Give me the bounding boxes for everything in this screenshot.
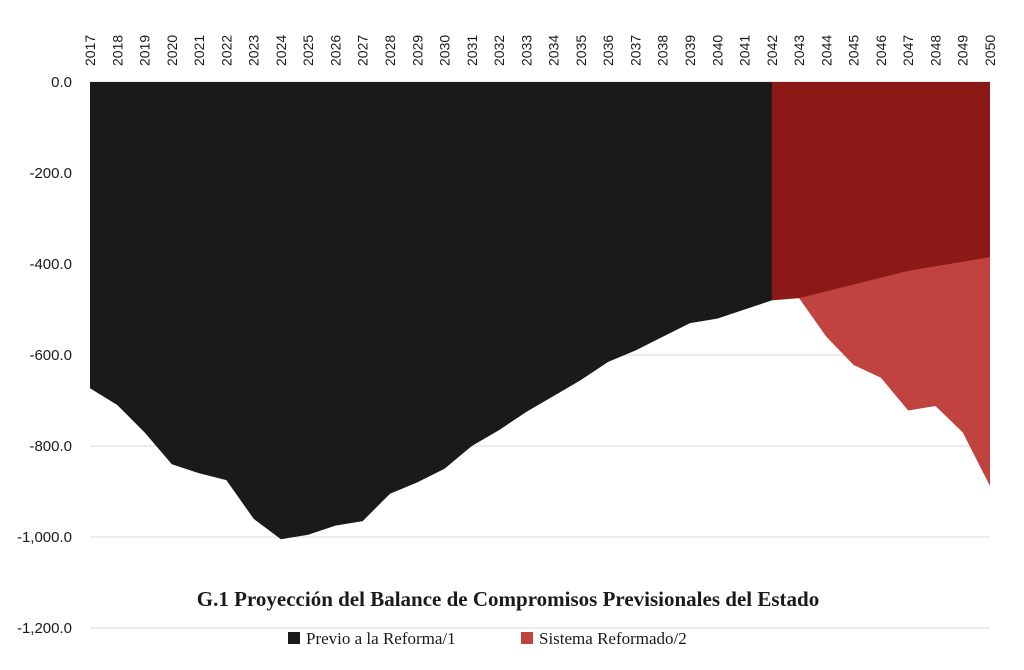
x-tick-label: 2018 [109,35,125,66]
y-tick-label: 0.0 [51,74,72,91]
x-tick-label: 2029 [409,35,425,66]
x-tick-label: 2048 [927,35,943,66]
x-tick-label: 2042 [764,35,780,66]
x-tick-label: 2017 [82,35,98,66]
x-tick-label: 2021 [191,35,207,66]
y-tick-label: -200.0 [29,165,72,182]
legend-swatch-reformado [521,632,533,644]
y-tick-label: -600.0 [29,347,72,364]
x-tick-label: 2050 [982,35,998,66]
legend-label-reformado: Sistema Reformado/2 [539,629,687,648]
x-tick-label: 2044 [818,35,834,66]
x-tick-label: 2041 [737,35,753,66]
x-tick-label: 2028 [382,35,398,66]
x-axis: 2017 2018 2019 2020 2021 2022 2023 2024 2025 2026… [82,35,998,66]
x-tick-label: 2022 [218,35,234,66]
x-tick-label: 2039 [682,35,698,66]
x-tick-label: 2032 [491,35,507,66]
x-tick-label: 2033 [518,35,534,66]
x-tick-label: 2023 [246,35,262,66]
y-tick-label: -1,200.0 [17,620,72,637]
x-tick-label: 2035 [573,35,589,66]
y-axis: 0.0 -200.0 -400.0 -600.0 -800.0 -1,000.0 -1,20… [17,74,72,637]
y-tick-label: -1,000.0 [17,529,72,546]
x-tick-label: 2020 [164,35,180,66]
x-tick-label: 2037 [627,35,643,66]
x-tick-label: 2019 [137,35,153,66]
x-tick-label: 2040 [709,35,725,66]
chart-title: G.1 Proyección del Balance de Compromiso… [197,587,819,611]
x-tick-label: 2025 [300,35,316,66]
chart-areas [90,82,990,540]
x-tick-label: 2031 [464,35,480,66]
x-tick-label: 2046 [873,35,889,66]
legend-swatch-previo [288,632,300,644]
x-tick-label: 2047 [900,35,916,66]
legend: Previo a la Reforma/1 Sistema Reformado/… [288,629,687,648]
x-tick-label: 2026 [327,35,343,66]
x-tick-label: 2043 [791,35,807,66]
x-tick-label: 2045 [846,35,862,66]
x-tick-label: 2036 [600,35,616,66]
x-tick-label: 2024 [273,35,289,66]
series-area-0 [90,82,772,540]
x-tick-label: 2027 [355,35,371,66]
x-tick-label: 2038 [655,35,671,66]
x-tick-label: 2034 [546,35,562,66]
y-tick-label: -800.0 [29,438,72,455]
legend-label-previo: Previo a la Reforma/1 [306,629,456,648]
x-tick-label: 2049 [955,35,971,66]
x-tick-label: 2030 [437,35,453,66]
y-tick-label: -400.0 [29,256,72,273]
